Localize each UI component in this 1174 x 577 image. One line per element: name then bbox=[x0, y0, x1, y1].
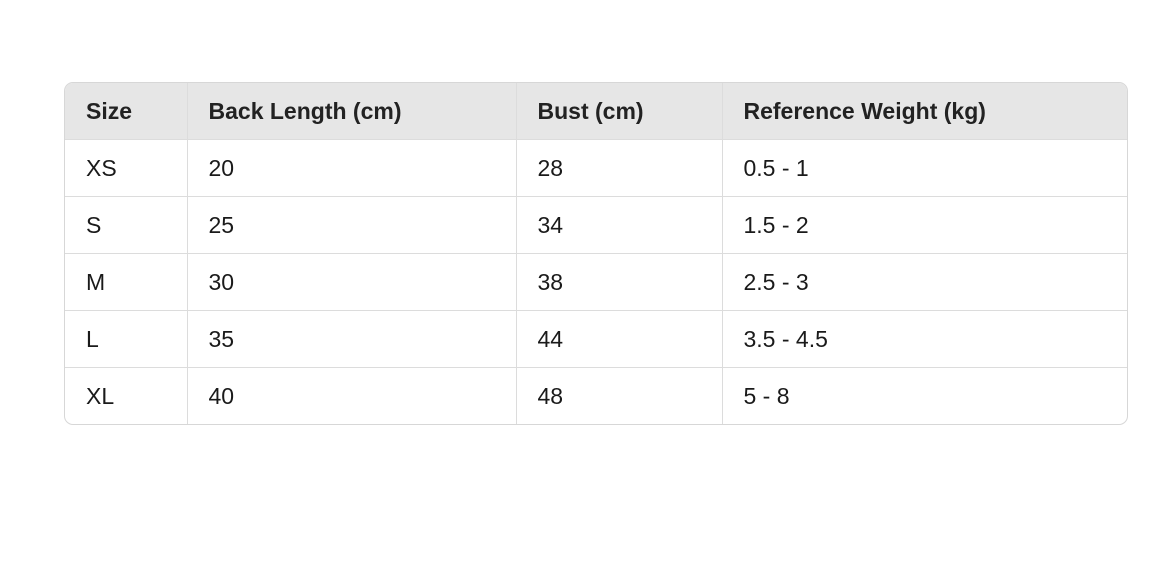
cell-reference-weight: 3.5 - 4.5 bbox=[722, 310, 1127, 368]
cell-back-length: 40 bbox=[187, 367, 517, 424]
cell-bust: 48 bbox=[516, 367, 723, 424]
cell-back-length: 20 bbox=[187, 139, 517, 197]
header-row: Size Back Length (cm) Bust (cm) Referenc… bbox=[65, 83, 1127, 140]
table-row: XL 40 48 5 - 8 bbox=[65, 367, 1127, 424]
cell-size: XS bbox=[65, 139, 188, 197]
header-size: Size bbox=[65, 83, 188, 140]
cell-reference-weight: 5 - 8 bbox=[743, 382, 790, 409]
cell-reference-weight: 2.5 - 3 bbox=[722, 253, 1127, 311]
cell-reference-weight: 0.5 - 1 bbox=[722, 139, 1127, 197]
header-back-length: Back Length (cm) bbox=[187, 83, 517, 140]
table-row: L 35 44 3.5 - 4.5 bbox=[65, 310, 1127, 368]
cell-back-length: 25 bbox=[187, 196, 517, 254]
table-header: Size Back Length (cm) Bust (cm) Referenc… bbox=[65, 83, 1127, 140]
cell-size: M bbox=[65, 253, 188, 311]
cell-back-length: 30 bbox=[187, 253, 517, 311]
table-row: S 25 34 1.5 - 2 bbox=[65, 196, 1127, 254]
cell-size: L bbox=[65, 310, 188, 368]
cell-bust: 28 bbox=[516, 139, 723, 197]
cell-size: S bbox=[65, 196, 188, 254]
table-row: XS 20 28 0.5 - 1 bbox=[65, 139, 1127, 197]
cell-reference-weight: 1.5 - 2 bbox=[722, 196, 1127, 254]
header-bust: Bust (cm) bbox=[516, 83, 723, 140]
cell-bust: 34 bbox=[516, 196, 723, 254]
table-body: XS 20 28 0.5 - 1 S 25 34 1.5 - 2 M 30 38… bbox=[65, 139, 1127, 424]
header-reference-weight: Reference Weight (kg) bbox=[722, 83, 1127, 140]
size-chart-table: Size Back Length (cm) Bust (cm) Referenc… bbox=[65, 83, 1127, 424]
table-row: M 30 38 2.5 - 3 bbox=[65, 253, 1127, 311]
cell-back-length: 35 bbox=[187, 310, 517, 368]
cell-bust: 38 bbox=[516, 253, 723, 311]
size-chart-table-container: Size Back Length (cm) Bust (cm) Referenc… bbox=[64, 82, 1128, 425]
cell-size: XL bbox=[65, 367, 188, 424]
cell-bust: 44 bbox=[516, 310, 723, 368]
